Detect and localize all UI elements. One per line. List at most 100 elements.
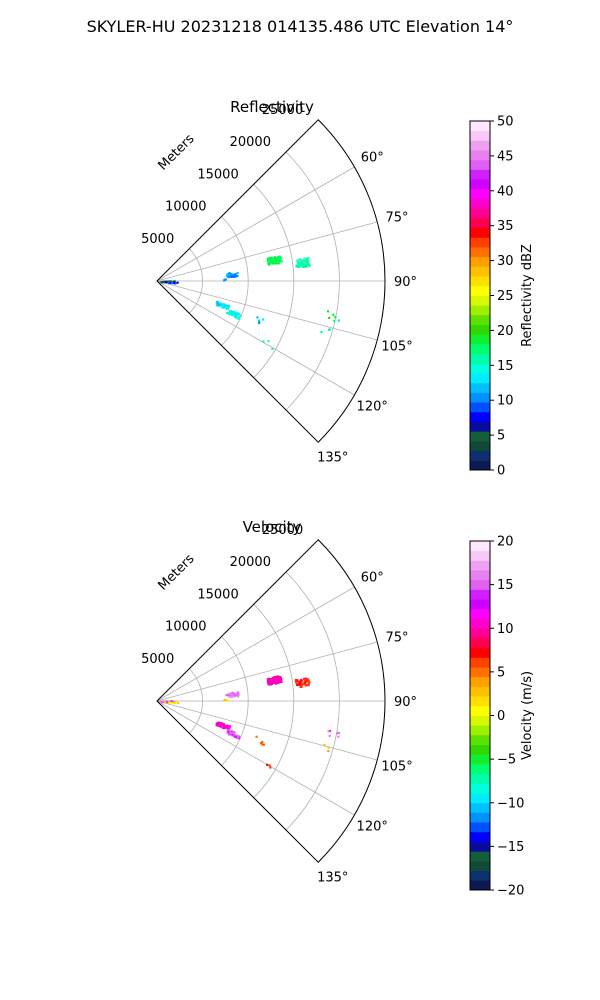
- data-point: [260, 742, 263, 745]
- data-point: [225, 274, 229, 277]
- data-point: [226, 732, 229, 735]
- data-point: [234, 692, 237, 695]
- data-point: [334, 315, 337, 319]
- data-point: [279, 680, 282, 683]
- colorbar-segment: [470, 783, 490, 794]
- data-point: [337, 735, 340, 738]
- sector-outline: [156, 539, 386, 863]
- data-point: [222, 723, 225, 726]
- data-point: [173, 702, 176, 705]
- colorbar-segment: [470, 305, 490, 316]
- data-point: [233, 274, 236, 277]
- data-point: [280, 260, 283, 263]
- data-point: [161, 281, 164, 284]
- data-point: [294, 681, 298, 684]
- colorbar-segment: [470, 599, 490, 610]
- data-point: [271, 679, 274, 682]
- data-point: [275, 258, 278, 262]
- colorbar-tick-label: 35: [497, 219, 514, 234]
- data-point: [301, 265, 305, 268]
- data-point: [237, 316, 240, 319]
- data-point: [175, 701, 178, 705]
- data-point: [307, 262, 310, 266]
- azimuth-gridline: [156, 280, 378, 341]
- colorbar-segment: [470, 608, 490, 619]
- data-point: [219, 725, 222, 728]
- data-point: [230, 695, 233, 698]
- data-point: [238, 313, 241, 316]
- data-point: [307, 681, 311, 684]
- data-point: [234, 311, 237, 315]
- data-point: [171, 282, 174, 285]
- data-point: [229, 730, 232, 733]
- colorbar-tick-label: 20: [497, 535, 514, 550]
- data-point: [216, 722, 219, 725]
- data-point: [271, 347, 274, 350]
- colorbar-segment: [470, 793, 490, 804]
- data-point: [228, 272, 231, 275]
- colorbar-tick-label: −10: [497, 796, 524, 811]
- data-point: [308, 264, 311, 267]
- colorbar-tick-label: 10: [497, 622, 514, 637]
- data-point: [233, 315, 236, 318]
- colorbar-label: Reflectivity dBZ: [520, 244, 535, 347]
- azimuth-tick-label: 75°: [386, 631, 409, 646]
- colorbar-segment: [470, 822, 490, 833]
- azimuth-tick-label: 75°: [386, 211, 409, 226]
- data-point: [266, 678, 269, 681]
- data-point: [297, 264, 300, 268]
- data-point: [305, 265, 308, 268]
- data-point: [296, 681, 299, 684]
- data-point: [233, 275, 236, 278]
- colorbar-segment: [470, 150, 490, 161]
- data-point: [280, 680, 283, 683]
- data-point: [232, 273, 235, 276]
- colorbar-segment: [470, 382, 490, 393]
- radial-tick-label: 15000: [197, 587, 238, 602]
- data-point: [172, 281, 176, 284]
- data-point: [234, 313, 237, 316]
- data-point: [280, 678, 283, 681]
- data-point: [277, 681, 280, 685]
- data-point: [302, 264, 305, 267]
- data-point: [302, 682, 305, 685]
- data-point: [273, 677, 276, 680]
- data-point: [276, 262, 279, 265]
- data-point: [221, 303, 224, 306]
- data-point: [297, 261, 300, 264]
- data-point: [230, 274, 233, 277]
- colorbar-segment: [470, 334, 490, 345]
- data-point: [228, 733, 231, 736]
- colorbar-segment: [470, 440, 490, 452]
- data-point: [223, 303, 226, 306]
- data-point: [227, 305, 230, 308]
- data-point: [326, 310, 330, 313]
- data-point: [227, 694, 230, 697]
- data-point: [271, 260, 274, 263]
- data-point: [176, 281, 179, 284]
- colorbar-tick-label: 5: [497, 665, 505, 680]
- data-point: [171, 702, 174, 705]
- data-point: [228, 727, 231, 730]
- colorbar-segment: [470, 159, 490, 170]
- data-point: [299, 681, 302, 684]
- colorbar-segment: [470, 208, 490, 219]
- data-point: [258, 321, 261, 325]
- data-point: [266, 680, 270, 683]
- data-point: [323, 743, 326, 747]
- colorbar-segment: [470, 880, 490, 891]
- azimuth-gridline: [156, 166, 355, 282]
- data-point: [278, 676, 281, 679]
- colorbar-segment: [470, 579, 490, 590]
- colorbar-segment: [470, 227, 490, 238]
- data-point: [226, 307, 229, 310]
- data-point: [304, 684, 308, 687]
- colorbar-segment: [470, 140, 490, 151]
- data-point: [262, 318, 265, 321]
- radial-axis-label: Meters: [156, 551, 198, 593]
- data-point: [170, 700, 173, 703]
- data-point: [298, 683, 301, 686]
- data-point: [269, 766, 272, 769]
- data-point: [278, 259, 281, 263]
- data-point: [301, 261, 304, 264]
